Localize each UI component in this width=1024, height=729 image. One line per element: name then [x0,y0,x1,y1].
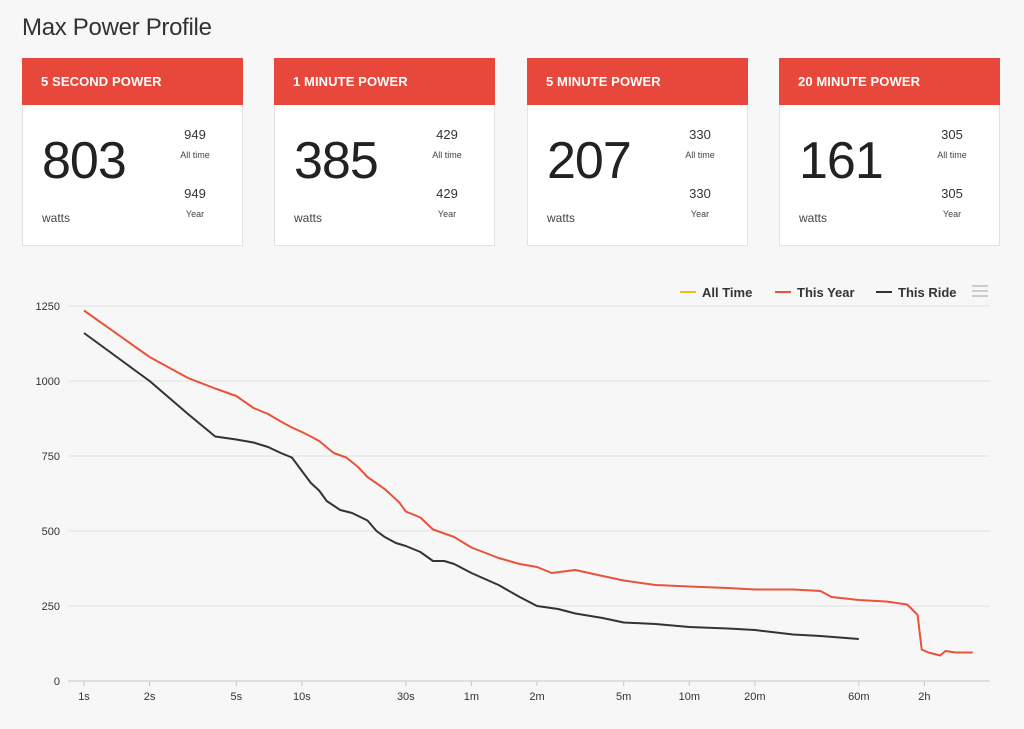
card-value: 385 [294,132,379,190]
x-tick-label: 10s [293,691,311,703]
all-time-label: All time [685,150,715,160]
y-tick-label: 500 [42,526,60,538]
chart-series [83,309,973,657]
card-1-minute-power: 1 MINUTE POWER 385 watts 429 All time 42… [274,58,495,246]
card-header: 5 SECOND POWER [22,58,243,105]
card-20-minute-power: 20 MINUTE POWER 161 watts 305 All time 3… [779,58,1000,246]
card-value: 803 [42,132,127,190]
all-time-value: 949 [184,127,206,142]
year-stat: 330 Year [675,186,725,219]
all-time-label: All time [937,150,967,160]
x-tick-label: 2s [144,691,156,703]
year-stat: 949 Year [170,186,220,219]
year-label: Year [185,209,205,219]
card-value: 207 [547,132,632,190]
y-axis-ticks: 0 250 500 750 1000 1250 [36,301,60,688]
all-time-label: All time [180,150,210,160]
all-time-stat: 949 All time [170,127,220,160]
year-stat: 305 Year [927,186,977,219]
x-tick-label: 10m [679,691,700,703]
card-header: 20 MINUTE POWER [779,58,1000,105]
all-time-value: 330 [689,127,711,142]
x-tick-label: 5s [230,691,242,703]
y-tick-label: 750 [42,451,60,463]
year-label: Year [437,209,457,219]
card-unit: watts [547,211,576,225]
all-time-label: All time [432,150,462,160]
x-axis-ticks: 1s 2s 5s 10s 30s 1m 2m 5m 10m 20m 60m 2h [78,681,931,703]
legend-item-this-year[interactable]: This Year [775,285,855,300]
x-tick-label: 2m [529,691,544,703]
y-tick-label: 250 [42,601,60,613]
card-unit: watts [42,211,71,225]
all-time-value: 305 [941,127,963,142]
year-stat: 429 Year [422,186,472,219]
x-tick-label: 1s [78,691,90,703]
legend-label: This Ride [898,285,957,300]
y-tick-label: 0 [54,676,60,688]
series-line-this-year[interactable] [83,309,973,657]
card-unit: watts [799,211,828,225]
y-tick-label: 1250 [36,301,60,313]
card-header: 5 MINUTE POWER [527,58,748,105]
legend-item-this-ride[interactable]: This Ride [876,285,957,300]
x-tick-label: 30s [397,691,415,703]
card-header: 1 MINUTE POWER [274,58,495,105]
y-tick-label: 1000 [36,376,60,388]
legend-item-all-time[interactable]: All Time [680,285,752,300]
power-curve-chart: 0 250 500 750 1000 1250 1s 2s 5s 10s 30s 1m 2m 5m 10m… [36,282,990,703]
x-tick-label: 5m [616,691,631,703]
x-tick-label: 1m [464,691,479,703]
all-time-stat: 305 All time [927,127,977,160]
x-tick-label: 20m [744,691,765,703]
x-tick-label: 60m [848,691,869,703]
hamburger-menu-icon[interactable] [968,282,990,300]
year-value: 330 [689,186,711,201]
year-value: 305 [941,186,963,201]
card-5-second-power: 5 SECOND POWER 803 watts 949 All time 94… [22,58,243,246]
card-5-minute-power: 5 MINUTE POWER 207 watts 330 All time 33… [527,58,748,246]
all-time-stat: 330 All time [675,127,725,160]
page-title: Max Power Profile [22,14,212,41]
year-value: 429 [436,186,458,201]
all-time-stat: 429 All time [422,127,472,160]
series-line-this-ride[interactable] [83,332,859,640]
year-label: Year [690,209,710,219]
year-label: Year [942,209,962,219]
legend-label: This Year [797,285,855,300]
card-value: 161 [799,132,884,190]
all-time-value: 429 [436,127,458,142]
chart-grid [68,305,990,682]
x-tick-label: 2h [918,691,930,703]
card-unit: watts [294,211,323,225]
legend-label: All Time [702,285,752,300]
year-value: 949 [184,186,206,201]
chart-legend: All Time This Year This Ride [680,285,957,300]
